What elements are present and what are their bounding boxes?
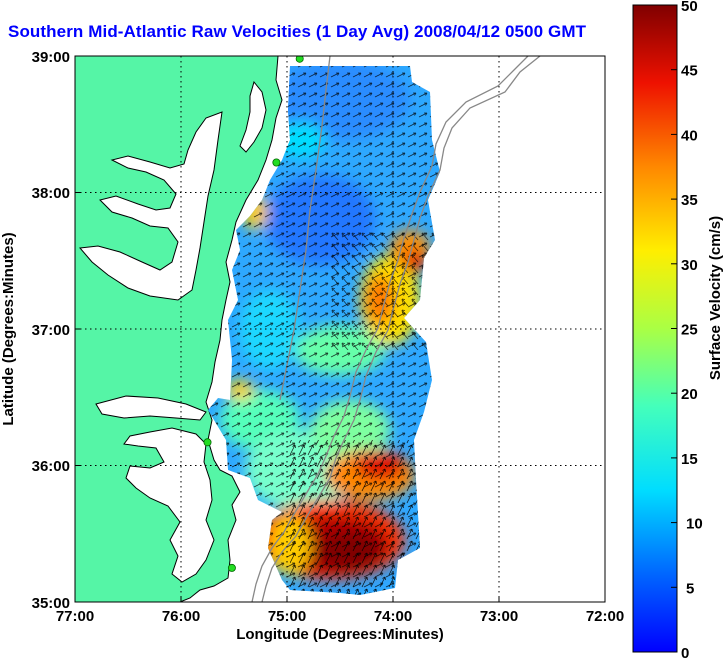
colorbar-tick-label: 40 [681,127,698,144]
delaware-bay [239,80,267,153]
colorbar-tick-label: 35 [681,192,698,209]
colorbar-tick-label: 30 [681,257,698,274]
y-axis-title: Latitude (Degrees:Minutes) [0,232,17,425]
x-tick-label: 72:00 [586,608,624,625]
map-layer [75,56,605,602]
colorbar-tick-label: 0 [681,645,689,659]
colorbar-title: Surface Velocity (cm/s) [707,216,724,380]
bathymetry-contours [251,56,541,602]
colorbar: 50 45 40 35 30 25 20 15 10 5 0 Surface V… [632,0,724,659]
x-tick-label: 74:00 [374,608,412,625]
y-axis: 39:00 38:00 37:00 36:00 35:00 Latitude (… [0,49,81,612]
albemarle-sound [95,395,207,421]
y-tick-label: 39:00 [32,49,70,66]
colorbar-tick-label: 10 [686,516,703,533]
radar-station-marker [227,563,236,572]
y-tick-label: 36:00 [32,458,70,475]
colorbar-tick-label: 20 [681,386,698,403]
x-axis: 77:00 76:00 75:00 74:00 73:00 72:00 Long… [56,596,624,643]
colorbar-tick-label: 45 [681,63,698,80]
x-tick-label: 77:00 [56,608,94,625]
chesapeake-bay [79,111,223,301]
radar-station-marker [272,158,281,167]
colorbar-tick-label: 15 [681,451,698,468]
colorbar-tick-label: 25 [681,322,698,339]
x-tick-label: 73:00 [480,608,518,625]
x-tick-label: 75:00 [268,608,306,625]
colorbar-gradient [632,4,678,653]
y-tick-label: 37:00 [32,322,70,339]
radar-station-marker [203,438,212,447]
colorbar-tick-label: 5 [686,580,694,597]
y-tick-label: 38:00 [32,185,70,202]
figure-title: Southern Mid-Atlantic Raw Velocities (1 … [8,22,587,41]
radar-station-marker [295,56,304,63]
stations-layer [203,56,304,572]
velocity-field [208,66,440,595]
y-tick-label: 35:00 [32,595,70,612]
colorbar-tick-label: 50 [681,0,698,15]
graticule [75,56,605,602]
pamlico-sound [123,427,215,583]
x-tick-label: 76:00 [162,608,200,625]
x-axis-title: Longitude (Degrees:Minutes) [236,626,444,643]
